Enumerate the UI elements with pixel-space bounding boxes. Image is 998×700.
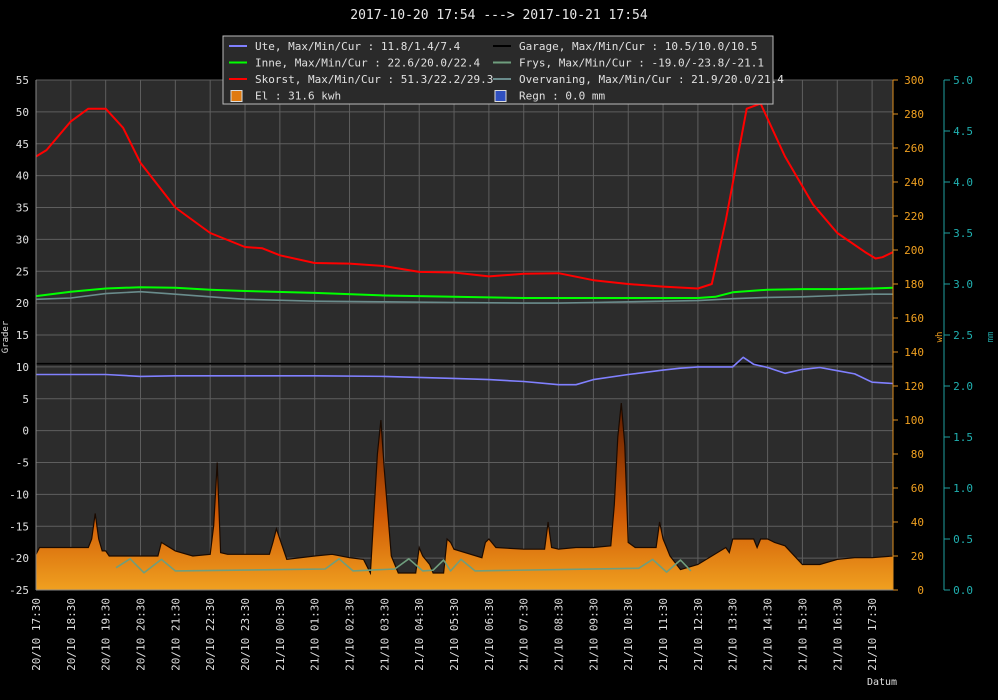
y-tick-label: 20	[16, 297, 29, 310]
mm-tick-label: 3.0	[953, 278, 973, 291]
wh-tick-label: 160	[904, 312, 924, 325]
x-tick-label: 21/10 07:30	[518, 598, 531, 671]
wh-tick-label: 300	[904, 74, 924, 87]
wh-tick-label: 260	[904, 142, 924, 155]
y-tick-label: 40	[16, 170, 29, 183]
x-tick-label: 21/10 03:30	[378, 598, 391, 671]
wh-tick-label: 200	[904, 244, 924, 257]
y-tick-label: -5	[16, 457, 29, 470]
x-tick-label: 21/10 12:30	[692, 598, 705, 671]
line-series	[35, 102, 894, 574]
x-tick-label: 21/10 11:30	[657, 598, 670, 671]
mm-tick-label: 4.0	[953, 176, 973, 189]
y-tick-label: 5	[22, 393, 29, 406]
y-tick-label: 50	[16, 106, 29, 119]
wh-tick-label: 180	[904, 278, 924, 291]
mm-tick-label: 3.5	[953, 227, 973, 240]
mm-tick-label: 0.5	[953, 533, 973, 546]
legend-swatch	[230, 90, 243, 102]
wh-tick-label: 60	[911, 482, 924, 495]
y-tick-label: -20	[9, 552, 29, 565]
legend-label: Skorst, Max/Min/Cur : 51.3/22.2/29.3	[255, 73, 493, 86]
wh-tick-label: 20	[911, 550, 924, 563]
x-tick-label: 21/10 14:30	[762, 598, 775, 671]
series-overvaning-line	[35, 290, 893, 304]
y-tick-label: 0	[22, 425, 29, 438]
wh-tick-label: 40	[911, 516, 924, 529]
x-tick-label: 20/10 22:30	[204, 598, 217, 671]
x-tick-label: 20/10 19:30	[100, 598, 113, 671]
y-tick-label: 30	[16, 233, 29, 246]
legend-label: Inne, Max/Min/Cur : 22.6/20.0/22.4	[255, 57, 481, 70]
x-tick-label: 21/10 17:30	[866, 598, 879, 671]
el-area-series	[35, 402, 894, 590]
mm-tick-label: 0.0	[953, 584, 973, 597]
wh-tick-label: 140	[904, 346, 924, 359]
legend-swatch	[494, 90, 507, 102]
wh-tick-label: 280	[904, 108, 924, 121]
chart-title: 2017-10-20 17:54 ---> 2017-10-21 17:54	[350, 8, 648, 23]
x-tick-label: 21/10 06:30	[483, 598, 496, 671]
x-tick-label: 21/10 13:30	[727, 598, 740, 671]
x-tick-label: 21/10 05:30	[448, 598, 461, 671]
y-tick-label: 15	[16, 329, 29, 342]
y-tick-label: -15	[9, 520, 29, 533]
y-tick-label: 10	[16, 361, 29, 374]
ylabel-left: Grader	[1, 320, 11, 353]
x-tick-label: 20/10 21:30	[169, 598, 182, 671]
grid	[35, 79, 893, 591]
x-tick-label: 20/10 17:30	[30, 598, 43, 671]
legend: Ute, Max/Min/Cur : 11.8/1.4/7.4 Garage, M…	[222, 35, 784, 105]
x-tick-label: 21/10 10:30	[622, 598, 635, 671]
wh-tick-label: 0	[917, 584, 924, 597]
x-tick-label: 21/10 15:30	[796, 598, 809, 671]
x-tick-label: 21/10 08:30	[553, 598, 566, 671]
y-tick-label: 25	[16, 265, 29, 278]
axes: 5550454035302520151050-5-10-15-20-253002…	[9, 74, 973, 671]
legend-label: Overvaning, Max/Min/Cur : 21.9/20.0/21.4	[519, 73, 784, 86]
mm-tick-label: 4.5	[953, 125, 973, 138]
x-tick-label: 20/10 18:30	[65, 598, 78, 671]
series-el-outline	[35, 402, 894, 576]
wh-tick-label: 100	[904, 414, 924, 427]
legend-label: Garage, Max/Min/Cur : 10.5/10.0/10.5	[519, 40, 757, 53]
wh-tick-label: 220	[904, 210, 924, 223]
legend-label: El : 31.6 kwh	[255, 90, 341, 103]
x-tick-label: 21/10 09:30	[587, 598, 600, 671]
x-tick-label: 20/10 20:30	[135, 598, 148, 671]
x-tick-label: 20/10 23:30	[239, 598, 252, 671]
legend-label: Ute, Max/Min/Cur : 11.8/1.4/7.4	[255, 40, 461, 53]
wh-tick-label: 120	[904, 380, 924, 393]
wh-tick-label: 240	[904, 176, 924, 189]
x-tick-label: 21/10 04:30	[413, 598, 426, 671]
mm-tick-label: 2.5	[953, 329, 973, 342]
legend-label: Regn : 0.0 mm	[519, 90, 605, 103]
ylabel-wh: wh	[935, 332, 945, 343]
y-tick-label: 55	[16, 74, 29, 87]
y-tick-label: -25	[9, 584, 29, 597]
mm-tick-label: 5.0	[953, 74, 973, 87]
y-tick-label: 45	[16, 138, 29, 151]
y-tick-label: 35	[16, 202, 29, 215]
x-tick-label: 21/10 01:30	[309, 598, 322, 671]
series-inne-line	[35, 286, 894, 299]
mm-tick-label: 2.0	[953, 380, 973, 393]
legend-label: Frys, Max/Min/Cur : -19.0/-23.8/-21.1	[519, 57, 764, 70]
series-ute-line	[36, 356, 894, 386]
mm-tick-label: 1.0	[953, 482, 973, 495]
y-tick-label: -10	[9, 488, 29, 501]
series-skorst-line	[35, 102, 894, 290]
mm-tick-label: 1.5	[953, 431, 973, 444]
ylabel-mm: mm	[986, 332, 996, 343]
wh-tick-label: 80	[911, 448, 924, 461]
xlabel: Datum	[867, 677, 897, 688]
x-tick-label: 21/10 02:30	[344, 598, 357, 671]
x-tick-label: 21/10 16:30	[831, 598, 844, 671]
x-tick-label: 21/10 00:30	[274, 598, 287, 671]
series-frys-line	[115, 558, 692, 574]
